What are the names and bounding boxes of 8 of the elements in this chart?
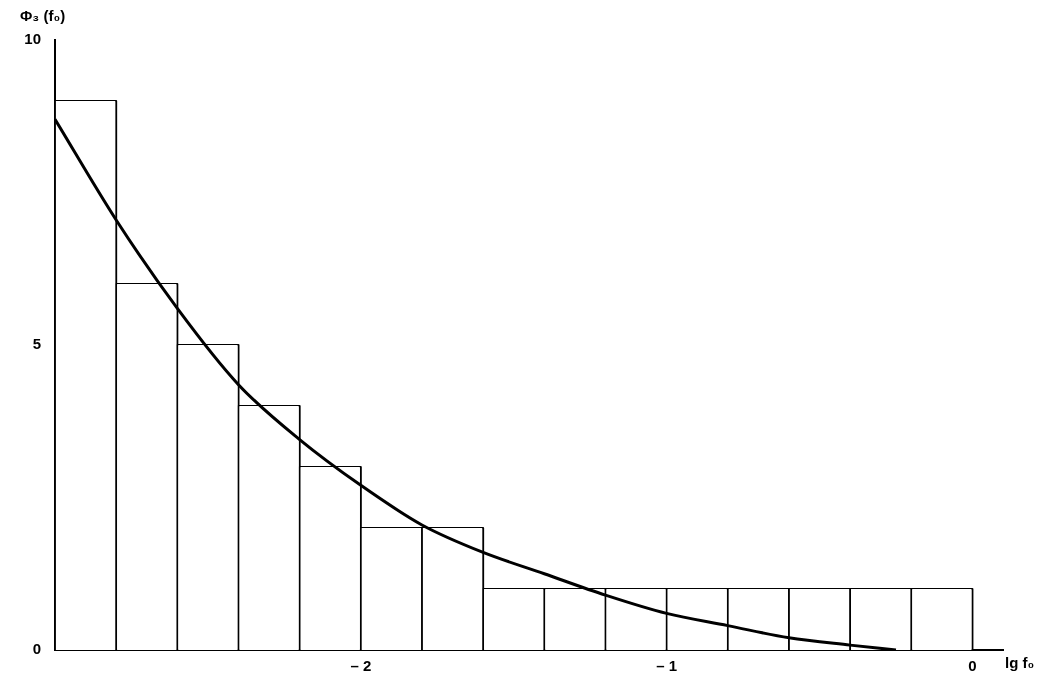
y-tick-label: 10 xyxy=(24,30,41,48)
x-tick-label: – 1 xyxy=(656,657,678,675)
y-tick-label: 5 xyxy=(32,335,41,353)
y-tick-label: 0 xyxy=(32,640,41,658)
x-axis-title: lg f₀ xyxy=(1005,654,1035,672)
y-axis-title: Φ₃ (f₀) xyxy=(20,7,66,25)
x-tick-label: – 2 xyxy=(350,657,372,675)
x-tick-label: 0 xyxy=(968,657,977,675)
